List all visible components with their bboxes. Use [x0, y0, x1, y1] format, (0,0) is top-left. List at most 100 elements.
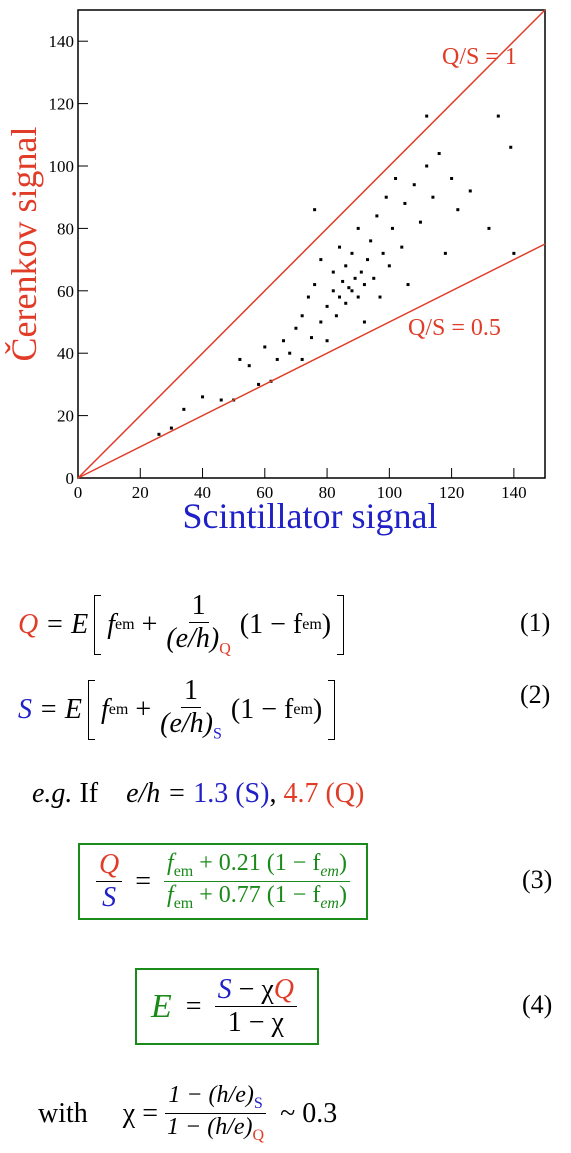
point: [450, 176, 454, 180]
point: [456, 208, 460, 212]
point: [369, 239, 373, 243]
point: [300, 357, 304, 361]
point: [331, 289, 335, 293]
text: +: [141, 608, 158, 640]
text: Q: [96, 849, 123, 883]
text: S: [217, 974, 232, 1005]
point: [387, 264, 391, 268]
point: [294, 326, 298, 330]
point: [406, 283, 410, 287]
fraction: S − χQ 1 − χ: [214, 974, 298, 1039]
point: [496, 114, 500, 118]
point: [331, 270, 335, 274]
ratio-line: [77, 9, 546, 479]
point: [400, 245, 404, 249]
point: [359, 270, 363, 274]
ratio-label: Q/S = 1: [442, 44, 517, 70]
point: [403, 201, 407, 205]
point: [169, 426, 173, 430]
point: [487, 226, 491, 230]
point: [157, 432, 161, 436]
x-tick-label: 60: [256, 483, 273, 502]
chart: Scintillator signal Čerenkov signal 0 20 4…: [4, 9, 546, 536]
lhs: S: [18, 693, 32, 725]
text: =: [142, 1097, 159, 1129]
text: Q: [219, 640, 231, 658]
text: 1 − (h/e): [168, 1082, 254, 1108]
text: ): [312, 693, 323, 725]
point: [509, 145, 513, 149]
bracket: [337, 594, 345, 655]
text: = E: [45, 608, 89, 640]
x-tick-label: 80: [319, 483, 336, 502]
point: [338, 245, 342, 249]
text: 4.7 (Q): [283, 778, 365, 809]
box: E = S − χQ 1 − χ: [135, 968, 320, 1046]
point: [238, 357, 242, 361]
text: ): [321, 608, 332, 640]
point: [275, 357, 279, 361]
point: [347, 286, 351, 290]
text: f: [167, 850, 174, 876]
point: [356, 226, 360, 230]
text: +: [135, 693, 152, 725]
point: [437, 152, 441, 156]
point: [263, 345, 267, 349]
text: ~ 0.3: [280, 1097, 338, 1129]
x-tick-label: 40: [194, 483, 211, 502]
point: [201, 395, 205, 399]
point: [443, 251, 447, 255]
y-tick-label: 80: [57, 219, 74, 238]
point: [394, 176, 398, 180]
point: [310, 336, 313, 340]
point: [319, 320, 323, 324]
point: [288, 351, 292, 355]
example: e.g. If e/h = 1.3 (S), 4.7 (Q): [32, 778, 364, 810]
text: 1 − (h/e): [167, 1114, 253, 1141]
text: e.g.: [32, 778, 73, 809]
point: [381, 251, 385, 255]
point: [366, 258, 370, 262]
point: [341, 279, 345, 283]
point: [313, 283, 317, 287]
point: [313, 208, 317, 212]
fraction: 1 − (h/e)S 1 − (h/e)Q: [164, 1082, 267, 1145]
point: [375, 214, 379, 218]
x-tick-label: 100: [377, 483, 403, 502]
text: S: [212, 725, 222, 743]
text: E: [151, 987, 172, 1025]
point: [362, 283, 366, 287]
text: + 0.77 (1 − f: [199, 882, 321, 909]
x-tick-label: 120: [439, 483, 465, 502]
lhs: Q: [18, 608, 39, 640]
point: [344, 301, 348, 305]
ratio-line: [77, 243, 546, 479]
text: e/h =: [126, 778, 187, 809]
point: [281, 339, 285, 343]
text: em: [173, 894, 194, 912]
text: (e/h): [166, 623, 220, 655]
text: ,: [269, 778, 277, 809]
x-tick-label: 140: [501, 483, 527, 502]
bracket: [88, 679, 95, 740]
bracket: [94, 594, 102, 655]
text: 1: [181, 675, 201, 709]
text: em: [293, 700, 313, 718]
text: 1: [188, 590, 209, 624]
x-tick-label: 20: [132, 483, 149, 502]
fraction: 1 (e/h)Q: [163, 590, 233, 659]
point: [356, 295, 360, 299]
text: =: [135, 865, 152, 897]
point: [418, 220, 422, 224]
y-tick-label: 120: [49, 95, 75, 114]
text: If: [79, 778, 99, 809]
text: 1.3 (S): [193, 778, 270, 809]
point: [362, 320, 366, 324]
text: (1 − f: [230, 693, 294, 725]
fraction: fem + 0.21 (1 − fem) fem + 0.77 (1 − fem…: [164, 850, 350, 913]
point: [344, 264, 348, 268]
